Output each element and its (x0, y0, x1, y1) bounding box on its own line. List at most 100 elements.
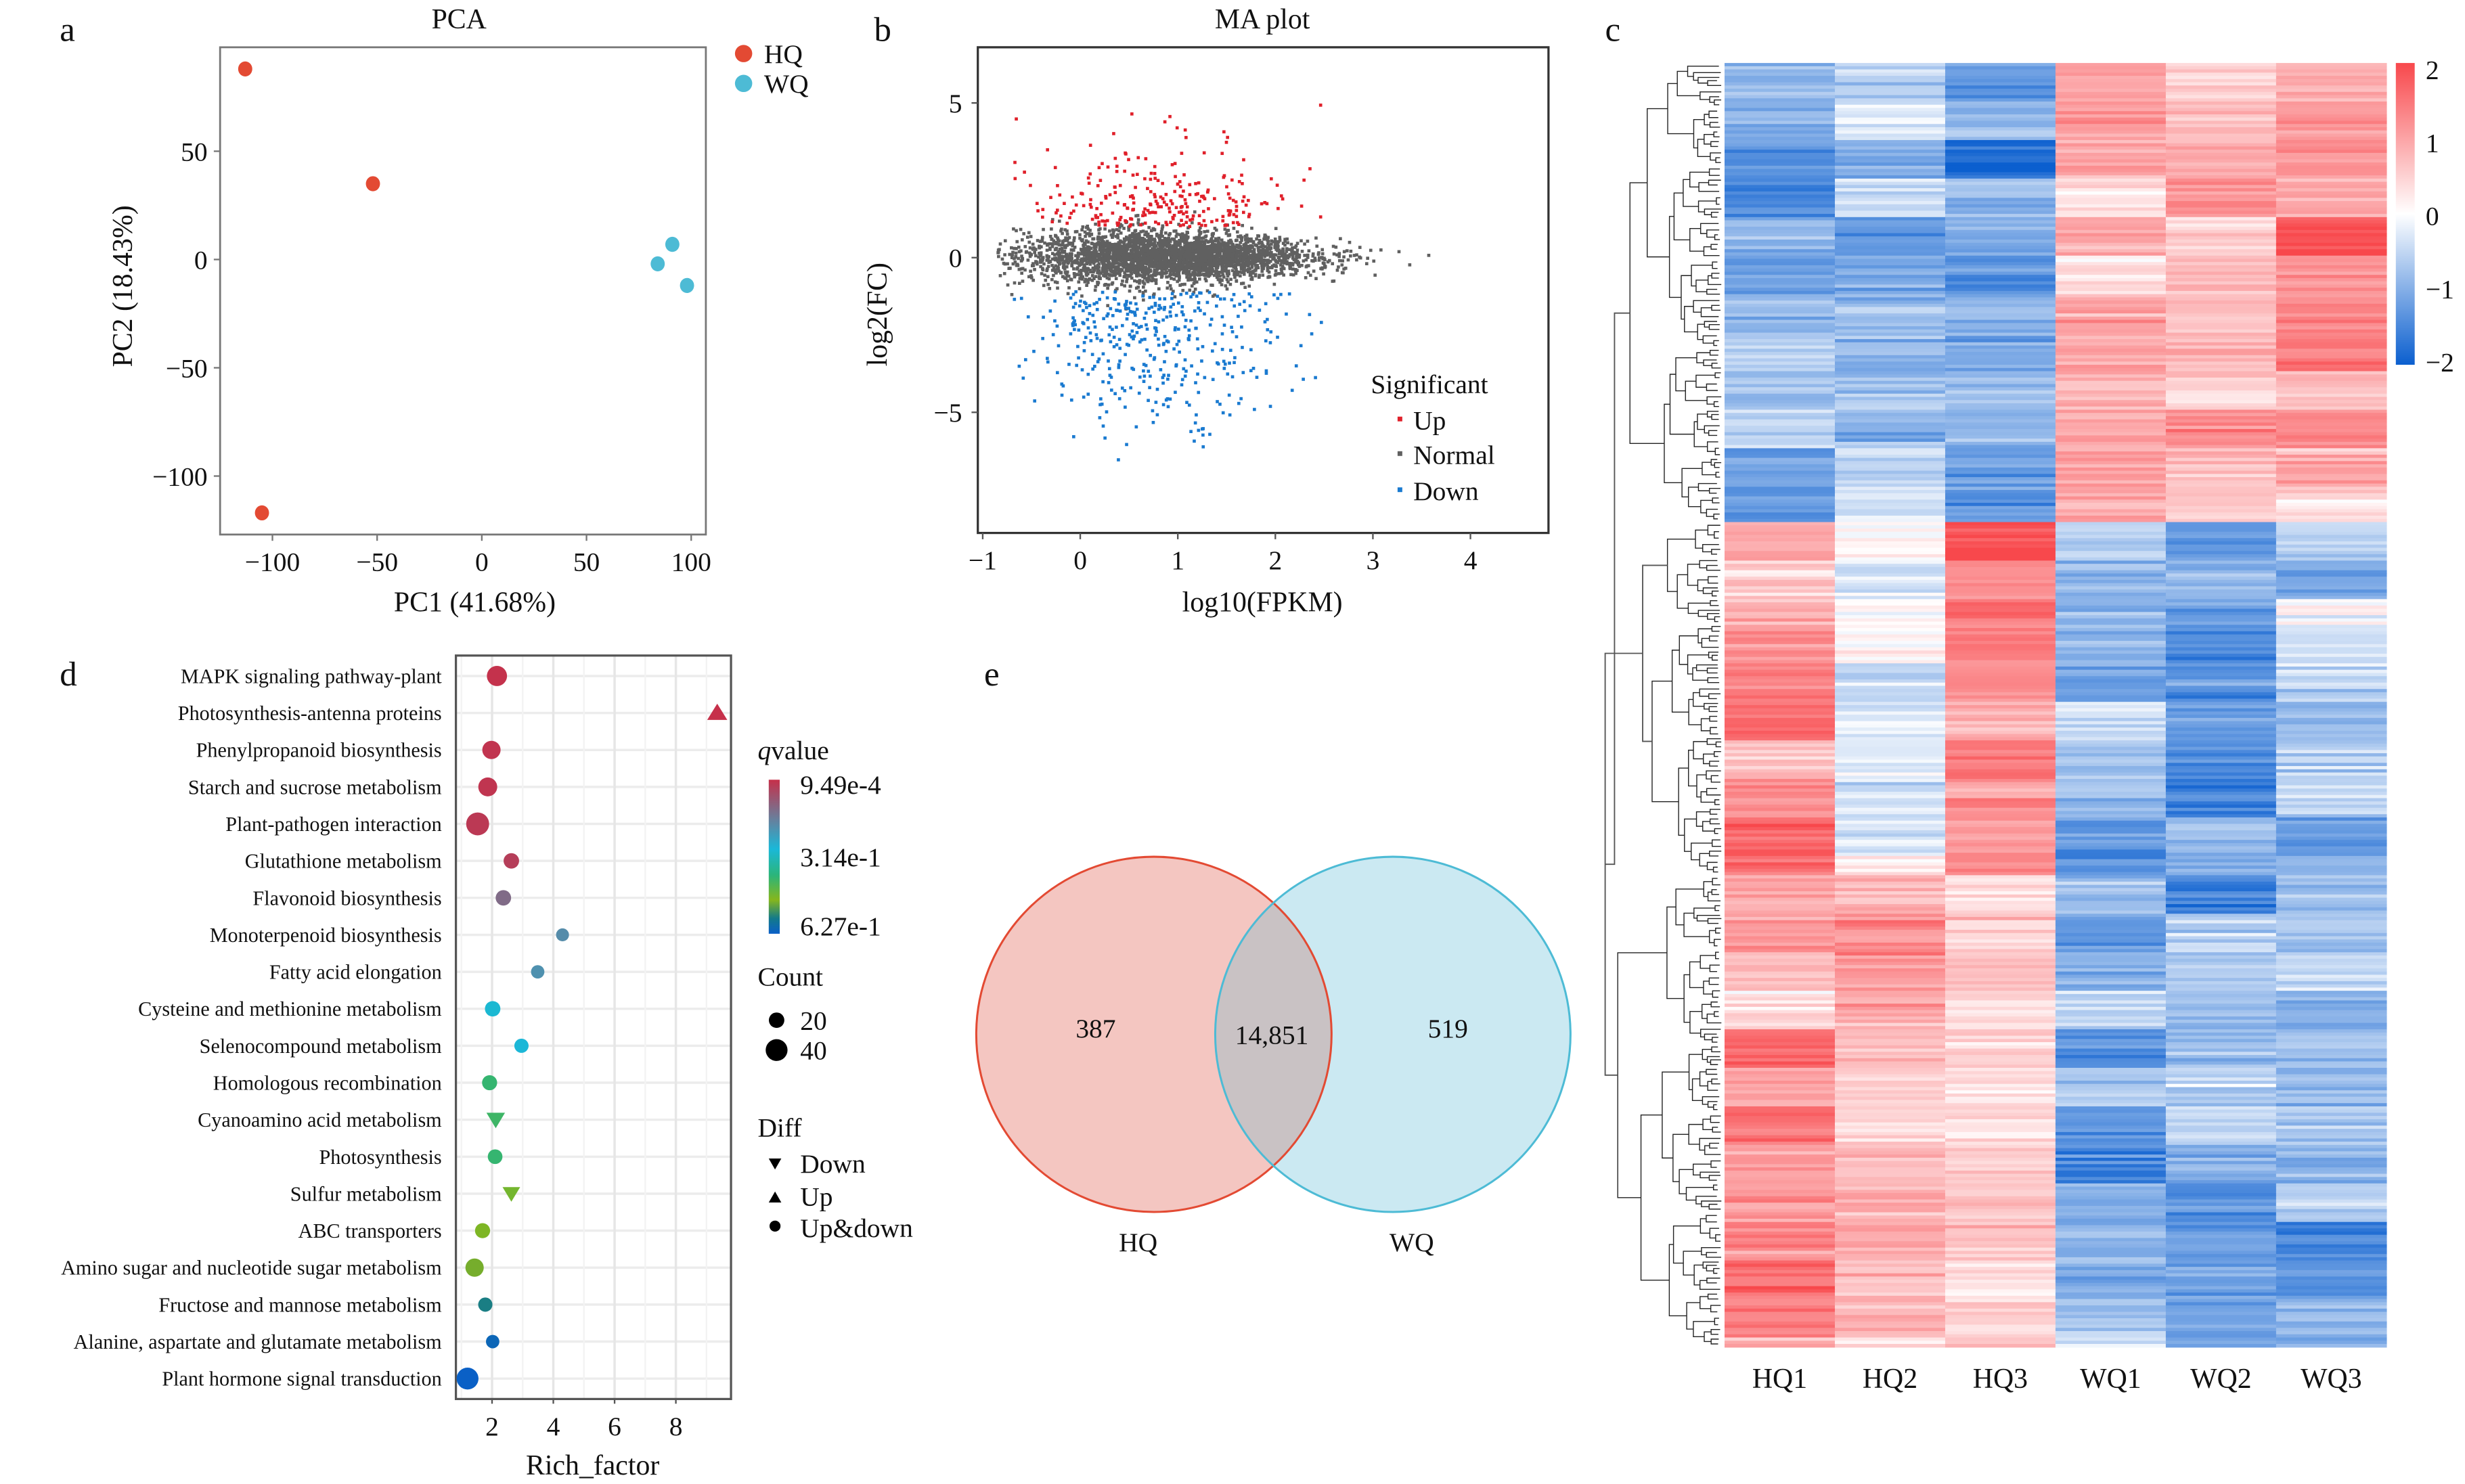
ma-point-normal (1176, 279, 1180, 284)
ma-point-down (1069, 398, 1073, 402)
ma-point-normal (1106, 245, 1109, 249)
ma-point-normal (1308, 273, 1312, 277)
heatmap-cell (1725, 268, 1836, 273)
ma-point-normal (1101, 244, 1104, 248)
ma-point-normal (1320, 252, 1325, 256)
ma-point-up (1148, 211, 1151, 215)
ma-point-down (1130, 335, 1134, 339)
heatmap-cell (1725, 95, 1836, 99)
ma-point-normal (1045, 269, 1049, 273)
ma-point-down (1075, 363, 1079, 367)
heatmap-cell (2275, 406, 2387, 411)
ma-point-normal (1031, 248, 1036, 251)
heatmap-cell (1834, 89, 1946, 93)
dendrogram-branch (1707, 677, 1720, 683)
ma-point-normal (1320, 256, 1324, 259)
dendrogram-branch (1709, 818, 1720, 825)
dendrogram-branch (1710, 775, 1720, 783)
ma-point-down (1017, 364, 1021, 368)
heatmap-cell (2165, 290, 2277, 295)
ma-point-normal (1073, 273, 1078, 277)
heatmap-cell (1945, 108, 2056, 112)
heatmap-cell (1725, 435, 1836, 439)
heatmap-cell (2165, 355, 2277, 359)
ma-point-normal (1243, 286, 1247, 290)
heatmap-cell (2055, 313, 2167, 317)
ma-point-normal (1224, 231, 1228, 235)
heatmap-cell (1725, 63, 1836, 67)
ma-point-normal (1226, 252, 1229, 256)
ma-point-normal (1228, 233, 1232, 237)
ma-point-down (1137, 325, 1141, 330)
ma-point-down (1222, 359, 1226, 363)
ma-y-tick-label: −5 (933, 398, 962, 428)
ma-point-normal (1235, 252, 1239, 256)
ma-point-normal (1133, 235, 1136, 240)
heatmap-cell (2055, 242, 2167, 247)
ma-point-normal (1287, 248, 1291, 252)
ma-point-down (1078, 304, 1082, 308)
ma-point-normal (1078, 269, 1082, 273)
ma-point-normal (1084, 239, 1088, 243)
ma-point-normal (1204, 258, 1208, 263)
heatmap-cell (1834, 204, 1946, 208)
ma-point-down (1129, 386, 1132, 390)
ma-point-down (1238, 302, 1242, 306)
heatmap-cell (1834, 233, 1946, 237)
ma-point-normal (1048, 260, 1052, 263)
ma-point-down (1147, 369, 1151, 373)
ma-point-normal (1239, 263, 1243, 267)
dendrogram-branch (1708, 651, 1718, 658)
ma-point-up (1098, 179, 1103, 182)
heatmap-cell (2055, 393, 2167, 398)
ma-point-normal (1144, 289, 1147, 293)
ma-point-normal (1098, 258, 1102, 261)
ma-point-normal (1185, 256, 1189, 260)
heatmap-cell (2165, 150, 2277, 154)
heatmap-cell (2165, 406, 2277, 411)
ma-point-down (1105, 314, 1109, 318)
heatmap-cell (1725, 319, 1836, 324)
ma-point-normal (1343, 267, 1348, 270)
ma-point-normal (1268, 266, 1271, 269)
ma-point-normal (1199, 248, 1203, 252)
ma-point-normal (1003, 253, 1006, 256)
dendrogram-branch (1667, 83, 1694, 135)
ma-point-normal (1230, 269, 1235, 273)
ma-point-normal (1111, 228, 1115, 232)
heatmap-cell (2165, 108, 2277, 112)
ma-point-normal (1143, 233, 1147, 237)
ma-point-down (1161, 403, 1165, 407)
ma-point-normal (1078, 236, 1082, 240)
heatmap-cell (2165, 63, 2277, 67)
heatmap-cell (1945, 168, 2056, 173)
ma-point-normal (1151, 273, 1155, 277)
heatmap-cell (2055, 72, 2167, 76)
heatmap-cell (2275, 204, 2387, 208)
ma-point-up (1281, 197, 1285, 201)
heatmap-cell (1945, 457, 2056, 462)
ma-point-up (1222, 174, 1226, 178)
ma-point-normal (1072, 267, 1075, 271)
ma-point-down (1053, 319, 1057, 323)
heatmap-cell (2055, 323, 2167, 327)
ma-point-up (1104, 196, 1108, 200)
ma-point-normal (1050, 218, 1054, 221)
ma-point-normal (1323, 262, 1326, 265)
ma-point-normal (1136, 252, 1140, 256)
ma-point-normal (1153, 254, 1157, 258)
ma-point-normal (1203, 277, 1207, 281)
ma-point-normal (1245, 246, 1249, 250)
heatmap-cell (2165, 503, 2277, 507)
ma-point-normal (1069, 278, 1073, 282)
ma-point-normal (1115, 268, 1119, 272)
heatmap-cell (1725, 464, 1836, 468)
heatmap-cell (2275, 426, 2387, 430)
ma-point-normal (1248, 270, 1252, 274)
pca-point-hq (365, 176, 380, 192)
ma-point-normal (1106, 286, 1109, 290)
ma-point-normal (1200, 237, 1204, 240)
ma-point-normal (1220, 260, 1224, 264)
heatmap-cell (1945, 303, 2056, 308)
ma-point-normal (1145, 239, 1149, 243)
